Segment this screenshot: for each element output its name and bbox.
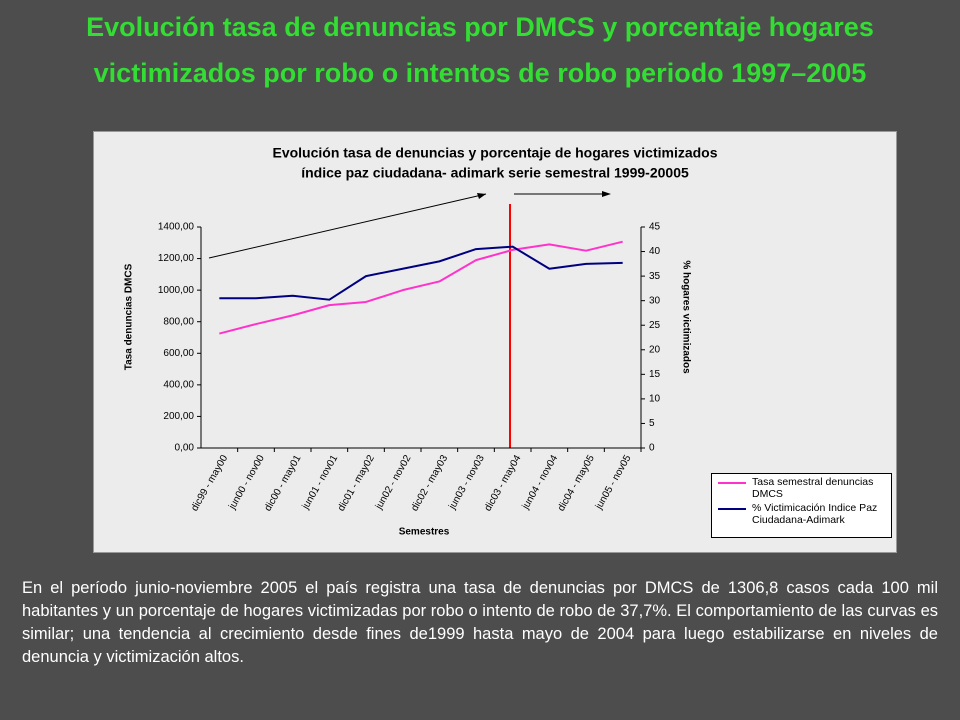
y2-tick-label: 5 bbox=[649, 418, 655, 429]
chart-subtitle: índice paz ciudadana- adimark serie seme… bbox=[301, 165, 689, 181]
y2-tick-label: 45 bbox=[649, 222, 661, 233]
y2-tick-label: 10 bbox=[649, 394, 661, 405]
y-tick-label: 1400,00 bbox=[158, 222, 195, 233]
x-tick-label: jun04 - nov04 bbox=[520, 453, 561, 512]
y2-tick-label: 15 bbox=[649, 369, 661, 380]
legend-label: % Victimicación Indice Paz Ciudadana-Adi… bbox=[752, 502, 878, 526]
y-tick-label: 1200,00 bbox=[158, 253, 195, 264]
y2-tick-label: 40 bbox=[649, 246, 661, 257]
x-tick-label: dic03 - may04 bbox=[483, 453, 524, 513]
arrow-head bbox=[477, 193, 486, 199]
y-tick-label: 200,00 bbox=[163, 411, 194, 422]
legend-swatch bbox=[718, 482, 746, 484]
annotation-arrow bbox=[208, 193, 487, 259]
y2-tick-label: 0 bbox=[649, 443, 655, 454]
y2-tick-label: 25 bbox=[649, 320, 661, 331]
x-tick-label: dic04 - may05 bbox=[556, 453, 597, 513]
x-axis-title: Semestres bbox=[399, 527, 450, 538]
arrow-head bbox=[602, 191, 611, 197]
chart-panel: Evolución tasa de denuncias y porcentaje… bbox=[93, 131, 897, 553]
y2-tick-label: 35 bbox=[649, 271, 661, 282]
slide-title: Evolución tasa de denuncias por DMCS y p… bbox=[86, 12, 874, 42]
legend-item: Tasa semestral denuncias DMCS bbox=[712, 476, 891, 500]
x-tick-label: jun02 - nov02 bbox=[373, 453, 414, 512]
x-tick-label: dic00 - may01 bbox=[263, 453, 304, 513]
slide-title: victimizados por robo o intentos de robo… bbox=[93, 58, 867, 88]
x-tick-label: jun01 - nov01 bbox=[300, 453, 341, 512]
x-tick-label: dic01 - may02 bbox=[336, 453, 377, 513]
y2-tick-label: 20 bbox=[649, 344, 661, 355]
legend: Tasa semestral denuncias DMCS% Victimica… bbox=[711, 473, 892, 538]
y-tick-label: 1000,00 bbox=[158, 285, 195, 296]
body-text: En el período junio-noviembre 2005 el pa… bbox=[22, 579, 938, 666]
y-tick-label: 0,00 bbox=[175, 443, 195, 454]
y-axis-title: Tasa denuncias DMCS bbox=[124, 263, 135, 370]
x-tick-label: dic99 - may00 bbox=[189, 453, 230, 513]
data-line bbox=[219, 245, 623, 301]
legend-label: Tasa semestral denuncias DMCS bbox=[752, 476, 874, 500]
legend-item: % Victimicación Indice Paz Ciudadana-Adi… bbox=[712, 502, 891, 526]
y2-axis-title: % hogares victimizados bbox=[680, 260, 691, 374]
chart: Evolución tasa de denuncias y porcentaje… bbox=[124, 145, 718, 538]
x-tick-label: dic02 - may03 bbox=[409, 453, 450, 513]
data-line bbox=[219, 240, 623, 335]
y2-tick-label: 30 bbox=[649, 295, 661, 306]
x-tick-label: jun03 - nov03 bbox=[447, 453, 488, 512]
y-tick-label: 600,00 bbox=[163, 348, 194, 359]
x-tick-label: jun05 - nov05 bbox=[593, 453, 634, 512]
x-tick-label: jun00 - nov00 bbox=[227, 453, 268, 512]
y-tick-label: 400,00 bbox=[163, 379, 194, 390]
legend-swatch bbox=[718, 508, 746, 510]
chart-title: Evolución tasa de denuncias y porcentaje… bbox=[272, 145, 717, 161]
y-tick-label: 800,00 bbox=[163, 316, 194, 327]
